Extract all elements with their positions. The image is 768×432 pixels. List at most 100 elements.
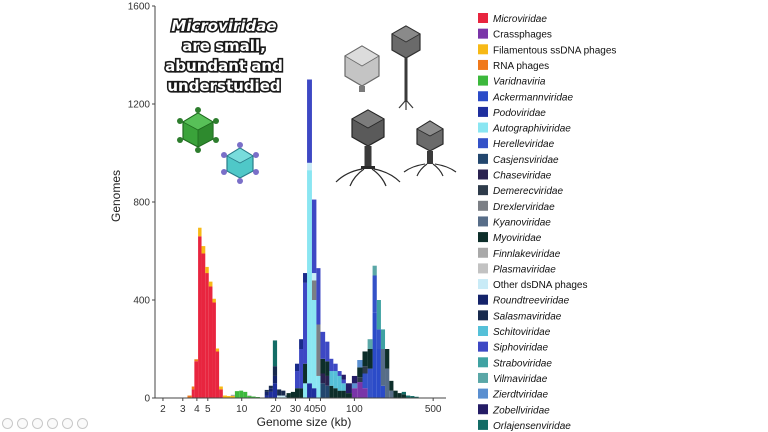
bar-myoviridae-11 <box>345 393 352 398</box>
legend-label: Podoviridae <box>493 108 546 119</box>
bar-kyanoviridae-1 <box>385 368 390 398</box>
legend-label: Kyanoviridae <box>493 217 551 228</box>
bar-crassphages-2 <box>362 388 368 398</box>
bar-drexlerviridae-1 <box>316 324 321 376</box>
bar-podoviridae-1 <box>268 391 273 399</box>
bar-peduoviridae-1 <box>299 339 304 349</box>
bar-herelleviridae-1 <box>367 368 373 398</box>
bar-rna-phages-0 <box>187 395 192 398</box>
headline-annotation: Microviridae are small, abundant and und… <box>164 15 285 96</box>
bar-myoviridae-17 <box>393 390 398 398</box>
bar-microviridae-4 <box>205 273 209 398</box>
bar-drexlerviridae-0 <box>311 280 317 300</box>
x-tick-label: 2 <box>160 404 166 415</box>
bar-podoviridae-0 <box>264 395 269 398</box>
bar-myoviridae-13 <box>362 351 368 367</box>
podovirus-illustration <box>344 45 380 92</box>
bar-podoviridae-4 <box>311 388 317 398</box>
legend-swatch <box>478 44 488 55</box>
bar-schitoviridae-1 <box>333 371 338 389</box>
legend-swatch <box>478 247 488 258</box>
bar-zobellviridae-2 <box>351 375 358 384</box>
bar-schitoviridae-0 <box>329 371 334 386</box>
bar-other-dsdna-phages-4 <box>311 273 317 281</box>
bar-salasmaviridae-1 <box>268 385 273 389</box>
bar-crassphages-0 <box>351 388 358 398</box>
bar-myoviridae-6 <box>325 361 330 376</box>
legend-label: Salasmaviridae <box>493 311 562 322</box>
bar-autographiviridae-2 <box>311 300 317 389</box>
y-tick-label: 1600 <box>128 2 151 13</box>
bar-filamentous-ssdna-phages-5 <box>215 348 220 352</box>
bar-salasmaviridae-2 <box>272 366 278 376</box>
bar-peduoviridae-2 <box>303 273 308 283</box>
microvirus-green-illustration <box>177 107 219 153</box>
bar-orlajensenviridae-4 <box>414 396 419 398</box>
bar-salasmaviridae-3 <box>277 389 282 396</box>
bar-rna-phages-1 <box>191 386 195 390</box>
y-tick-label: 1200 <box>128 100 151 111</box>
bar-filamentous-ssdna-phages-2 <box>205 266 209 274</box>
legend-label: Drexlerviridae <box>493 202 555 213</box>
bar-siphoviridae-8 <box>329 358 334 372</box>
legend-swatch <box>478 138 488 149</box>
bar-orlajensenviridae-3 <box>410 396 415 398</box>
bar-filamentous-ssdna-phages-4 <box>212 298 216 303</box>
bar-chaseviridae-0 <box>320 373 326 384</box>
bar-ackermannviridae-0 <box>372 312 377 398</box>
bar-vilmaviridae-0 <box>367 339 373 349</box>
previous-slide-icon[interactable] <box>2 418 13 429</box>
bar-zierdtviridae-1 <box>357 360 363 368</box>
legend-swatch <box>478 153 488 164</box>
bar-roundtreeviridae-1 <box>268 388 273 392</box>
bar-siphoviridae-0 <box>294 371 300 389</box>
legend-swatch <box>478 13 488 23</box>
bar-herelleviridae-3 <box>376 329 381 349</box>
x-tick-label: 100 <box>346 404 363 415</box>
bar-filamentous-ssdna-phages-6 <box>219 386 223 390</box>
more-options-icon[interactable] <box>77 418 88 429</box>
headline-line-2: are small, <box>182 37 266 55</box>
legend-label: Schitoviridae <box>493 327 551 338</box>
bar-casjensviridae-0 <box>320 383 326 398</box>
bar-myoviridae-4 <box>303 363 308 384</box>
y-tick-label: 800 <box>133 198 150 209</box>
bar-siphoviridae-7 <box>325 341 330 362</box>
pen-icon[interactable] <box>32 418 43 429</box>
legend-swatch <box>478 341 488 352</box>
bar-autographiviridae-1 <box>307 170 312 384</box>
legend-label: Straboviridae <box>493 358 552 369</box>
x-tick-label: 10 <box>236 404 248 415</box>
bar-microviridae-0 <box>191 389 195 398</box>
y-tick-label: 400 <box>133 296 150 307</box>
bar-demerecviridae-1 <box>362 366 368 374</box>
legend-swatch <box>478 419 488 430</box>
myovirus-small-illustration <box>403 120 457 177</box>
bar-myoviridae-19 <box>401 394 406 398</box>
bar-other-dsdna-phages-2 <box>285 396 287 398</box>
x-tick-label: 20 <box>270 404 282 415</box>
legend-label: Autographiviridae <box>492 124 571 135</box>
zoom-icon[interactable] <box>62 418 73 429</box>
legend-swatch <box>478 122 488 133</box>
bar-myoviridae-12 <box>357 367 363 378</box>
legend-label: Zobellviridae <box>492 405 550 416</box>
legend-label: Plasmaviridae <box>493 264 556 275</box>
legend-swatch <box>478 372 488 383</box>
bar-myoviridae-7 <box>329 385 334 398</box>
bar-finnlakeviridae-0 <box>230 394 235 397</box>
bar-siphoviridae-3 <box>307 79 312 163</box>
bar-orlajensenviridae-2 <box>405 395 411 398</box>
bar-microviridae-3 <box>201 253 206 398</box>
bar-myoviridae-5 <box>320 358 326 374</box>
slides-grid-icon[interactable] <box>47 418 58 429</box>
legend-swatch <box>478 279 488 290</box>
next-slide-icon[interactable] <box>17 418 28 429</box>
bar-other-dsdna-phages-3 <box>307 162 312 171</box>
bar-microviridae-7 <box>215 351 220 398</box>
x-axis-title: Genome size (kb) <box>257 415 352 429</box>
bar-straboviridae-0 <box>376 300 381 330</box>
bar-siphoviridae-10 <box>337 371 342 376</box>
microvirus-teal-illustration <box>221 142 259 184</box>
